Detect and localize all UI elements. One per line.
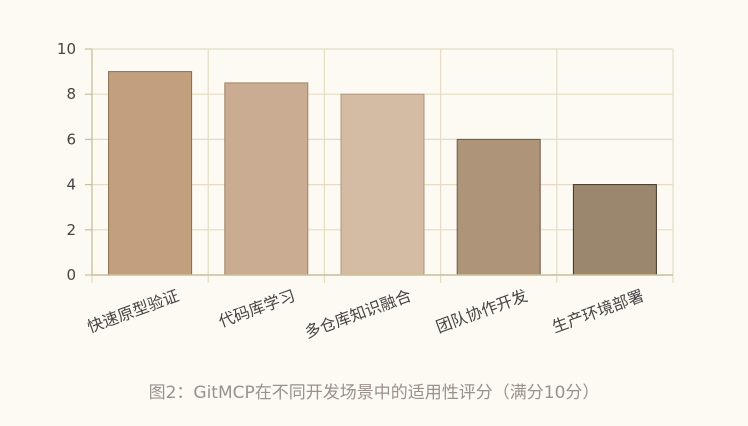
y-tick-label: 6 [66, 130, 76, 148]
x-tick-label: 多仓库知识融合 [302, 286, 414, 342]
bar-3 [456, 138, 541, 276]
bar-chart: 0 2 4 6 8 10 快速原型验证 代码库学习 多仓库知识融合 团队协作开发 生产环境部署 [57, 40, 674, 342]
y-tick-label: 4 [66, 176, 76, 194]
x-tick-label: 快速原型验证 [85, 286, 182, 337]
bar-2 [340, 93, 425, 276]
y-tick-label: 2 [66, 221, 76, 239]
x-tick-label: 代码库学习 [216, 286, 298, 331]
x-tick-label: 生产环境部署 [550, 286, 647, 337]
figure-caption: 图2：GitMCP在不同开发场景中的适用性评分（满分10分） [148, 383, 600, 403]
x-tick-label: 团队协作开发 [433, 286, 530, 337]
bar-1 [224, 82, 309, 276]
y-tick-label: 0 [66, 266, 76, 284]
y-tick-label: 8 [66, 85, 76, 103]
y-tick-label: 10 [57, 40, 76, 58]
bar-0 [108, 71, 193, 276]
bar-4 [572, 184, 657, 276]
